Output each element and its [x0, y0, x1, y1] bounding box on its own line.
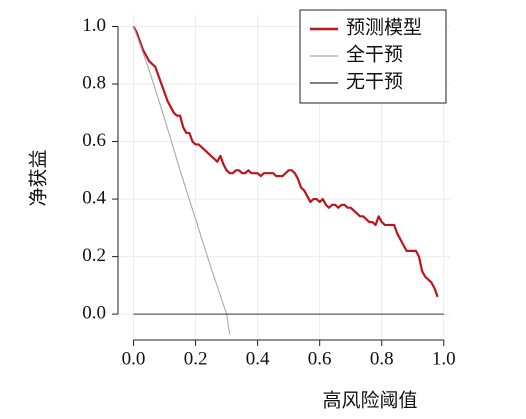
- y-axis-label: 净获益: [27, 149, 49, 206]
- y-tick-label: 0.0: [82, 302, 106, 323]
- x-tick-label: 1.0: [432, 348, 456, 369]
- x-tick-label: 0.6: [308, 348, 332, 369]
- y-tick-label: 0.8: [82, 72, 106, 93]
- x-tick-label: 0.0: [122, 348, 146, 369]
- legend-label: 预测模型: [346, 16, 422, 38]
- x-axis-label: 高风险阈值: [322, 389, 417, 411]
- series-line: [132, 25, 439, 298]
- x-tick-label: 0.4: [246, 348, 270, 369]
- y-tick-label: 1.0: [82, 15, 106, 36]
- legend-label: 无干预: [346, 70, 403, 92]
- series-line: [132, 26, 231, 335]
- x-tick-label: 0.8: [370, 348, 394, 369]
- y-tick-label: 0.6: [82, 130, 106, 151]
- x-tick-label: 0.2: [184, 348, 208, 369]
- y-tick-label: 0.2: [82, 245, 106, 266]
- plot-area: [132, 25, 444, 335]
- y-tick-label: 0.4: [82, 187, 106, 208]
- legend-label: 全干预: [346, 43, 403, 65]
